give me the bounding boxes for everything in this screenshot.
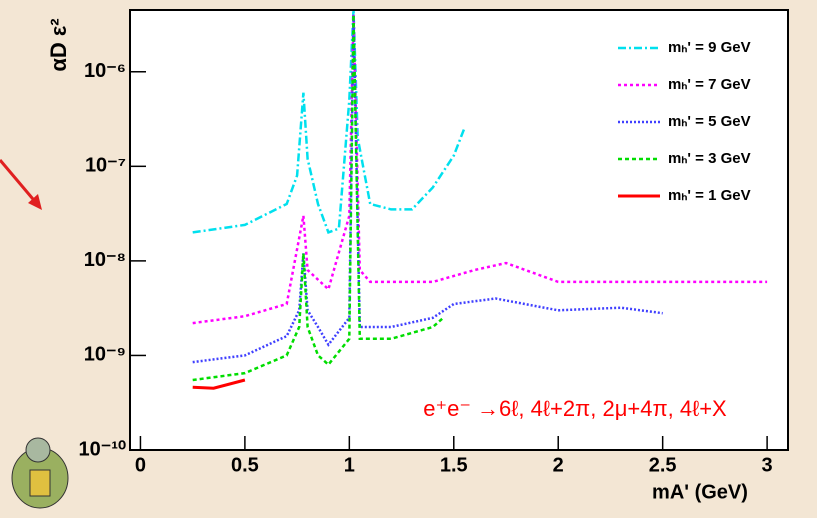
legend-label: mₕ' = 7 GeV (668, 76, 751, 93)
x-tick-label: 1.5 (440, 454, 468, 476)
legend-label: mₕ' = 3 GeV (668, 150, 751, 167)
y-axis-label: αD ε² (46, 18, 71, 71)
series-line (192, 14, 768, 325)
y-tick-label: 10⁻⁶ (84, 60, 126, 82)
logo-head (25, 437, 51, 463)
logo-coat (29, 469, 51, 497)
arrow-head (28, 194, 42, 210)
pointer-arrow (0, 159, 40, 206)
plot-frame (129, 9, 789, 451)
y-tick-label: 10⁻⁹ (84, 344, 126, 366)
legend-label: mₕ' = 5 GeV (668, 113, 751, 130)
y-tick-label: 10⁻⁷ (85, 155, 126, 177)
x-tick-label: 3 (762, 454, 773, 476)
series-line (192, 378, 246, 390)
legend-label: mₕ' = 1 GeV (668, 187, 751, 204)
series-line (192, 9, 466, 235)
x-tick-label: 2 (553, 454, 564, 476)
x-tick-label: 1 (344, 454, 355, 476)
logo (11, 437, 69, 509)
x-tick-label: 2.5 (649, 454, 677, 476)
x-tick-label: 0.5 (231, 454, 259, 476)
y-tick-label: 10⁻¹⁰ (79, 438, 126, 460)
annotation: e⁺e⁻ →6ℓ, 4ℓ+2π, 2μ+4π, 4ℓ+X (423, 396, 727, 421)
x-axis-label: mA' (GeV) (652, 481, 748, 503)
legend-label: mₕ' = 9 GeV (668, 39, 751, 56)
x-tick-label: 0 (135, 454, 146, 476)
y-tick-label: 10⁻⁸ (84, 249, 126, 271)
